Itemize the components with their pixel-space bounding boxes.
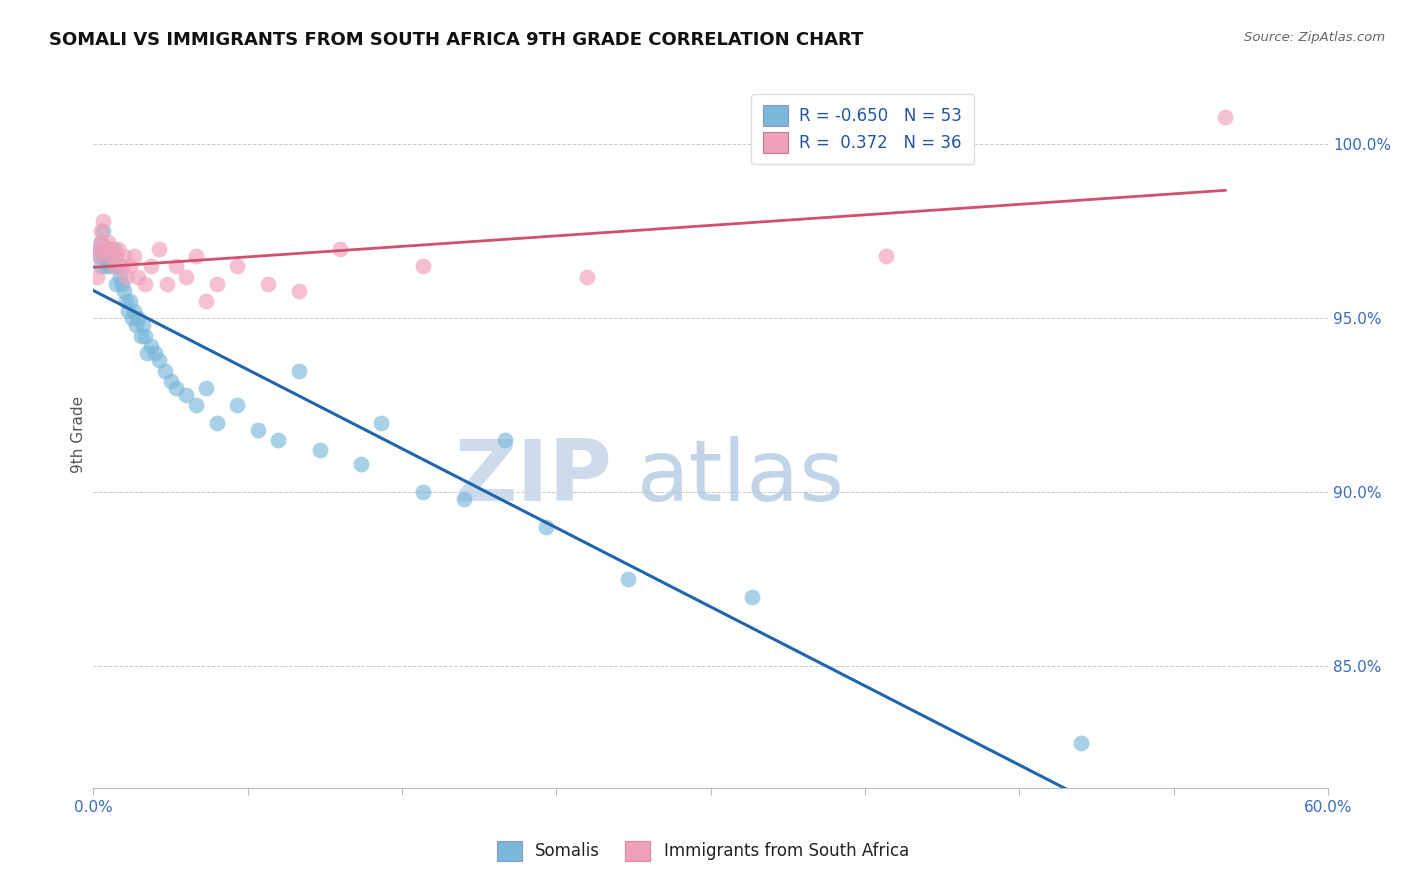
Legend: R = -0.650   N = 53, R =  0.372   N = 36: R = -0.650 N = 53, R = 0.372 N = 36 [751,94,974,164]
Point [129,328,152,343]
Point [117,304,139,318]
Point [93,224,115,238]
Point [108,269,131,284]
Point [121,311,143,326]
Point [94,259,117,273]
Point [184,398,207,412]
Point [195,293,218,308]
Point [148,242,170,256]
Point [412,259,434,273]
Point [100,249,122,263]
Point [120,259,142,273]
Point [112,284,135,298]
Text: Source: ZipAtlas.com: Source: ZipAtlas.com [1244,31,1385,45]
Point [195,381,218,395]
Point [139,259,162,273]
Point [205,277,228,291]
Point [111,259,134,273]
Point [120,293,142,308]
Point [1070,735,1092,749]
Point [617,572,640,586]
Text: ZIP: ZIP [454,435,612,518]
Point [100,242,122,256]
Point [131,318,153,333]
Point [90,235,112,249]
Point [226,259,249,273]
Point [89,242,111,256]
Point [205,416,228,430]
Point [112,249,135,263]
Point [267,433,290,447]
Point [165,381,187,395]
Point [98,249,121,263]
Point [90,224,112,238]
Text: SOMALI VS IMMIGRANTS FROM SOUTH AFRICA 9TH GRADE CORRELATION CHART: SOMALI VS IMMIGRANTS FROM SOUTH AFRICA 9… [49,31,863,49]
Point [184,249,207,263]
Point [412,485,434,500]
Point [494,433,516,447]
Point [86,269,108,284]
Point [97,242,120,256]
Point [134,277,156,291]
Point [97,235,120,249]
Point [98,242,121,256]
Point [90,259,112,273]
Point [534,520,557,534]
Point [107,242,129,256]
Point [115,293,138,308]
Point [90,235,112,249]
Point [127,311,149,326]
Point [124,304,146,318]
Text: atlas: atlas [637,435,845,518]
Y-axis label: 9th Grade: 9th Grade [72,396,86,474]
Point [93,249,115,263]
Point [93,214,115,228]
Point [124,249,146,263]
Point [174,269,197,284]
Point [329,242,352,256]
Point [111,277,134,291]
Point [308,443,330,458]
Point [94,242,117,256]
Point [103,259,125,273]
Point [143,346,166,360]
Point [160,374,183,388]
Point [155,363,177,377]
Point [174,388,197,402]
Point [104,249,127,263]
Point [89,249,111,263]
Point [875,249,897,263]
Point [103,259,125,273]
Point [246,423,269,437]
Point [89,242,111,256]
Point [135,346,157,360]
Point [288,363,311,377]
Point [104,277,127,291]
Point [226,398,249,412]
Point [350,458,373,472]
Point [156,277,179,291]
Point [127,269,149,284]
Point [741,590,763,604]
Point [89,249,111,263]
Point [98,259,121,273]
Point [134,328,156,343]
Point [576,269,599,284]
Point [139,339,162,353]
Point [148,353,170,368]
Point [1213,110,1236,124]
Point [115,269,138,284]
Point [453,492,475,507]
Point [103,242,125,256]
Point [257,277,280,291]
Point [165,259,187,273]
Point [107,259,129,273]
Point [125,318,148,333]
Point [288,284,311,298]
Legend: Somalis, Immigrants from South Africa: Somalis, Immigrants from South Africa [491,834,915,868]
Point [370,416,392,430]
